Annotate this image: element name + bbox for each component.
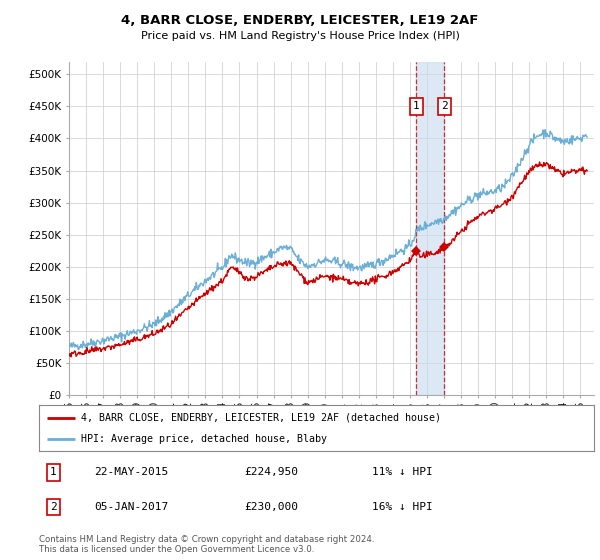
Text: Price paid vs. HM Land Registry's House Price Index (HPI): Price paid vs. HM Land Registry's House …	[140, 31, 460, 41]
Text: 1: 1	[50, 468, 57, 478]
Text: 05-JAN-2017: 05-JAN-2017	[95, 502, 169, 512]
Text: 11% ↓ HPI: 11% ↓ HPI	[372, 468, 433, 478]
Text: HPI: Average price, detached house, Blaby: HPI: Average price, detached house, Blab…	[80, 435, 326, 444]
Bar	[416, 62, 444, 395]
Text: £230,000: £230,000	[244, 502, 298, 512]
Text: 22-MAY-2015: 22-MAY-2015	[95, 468, 169, 478]
Text: 1: 1	[413, 101, 420, 111]
Text: 4, BARR CLOSE, ENDERBY, LEICESTER, LE19 2AF: 4, BARR CLOSE, ENDERBY, LEICESTER, LE19 …	[121, 14, 479, 27]
Text: 4, BARR CLOSE, ENDERBY, LEICESTER, LE19 2AF (detached house): 4, BARR CLOSE, ENDERBY, LEICESTER, LE19 …	[80, 413, 440, 423]
Text: 2: 2	[441, 101, 448, 111]
Text: £224,950: £224,950	[244, 468, 298, 478]
Text: 16% ↓ HPI: 16% ↓ HPI	[372, 502, 433, 512]
Text: 2: 2	[50, 502, 57, 512]
Text: Contains HM Land Registry data © Crown copyright and database right 2024.
This d: Contains HM Land Registry data © Crown c…	[39, 535, 374, 554]
